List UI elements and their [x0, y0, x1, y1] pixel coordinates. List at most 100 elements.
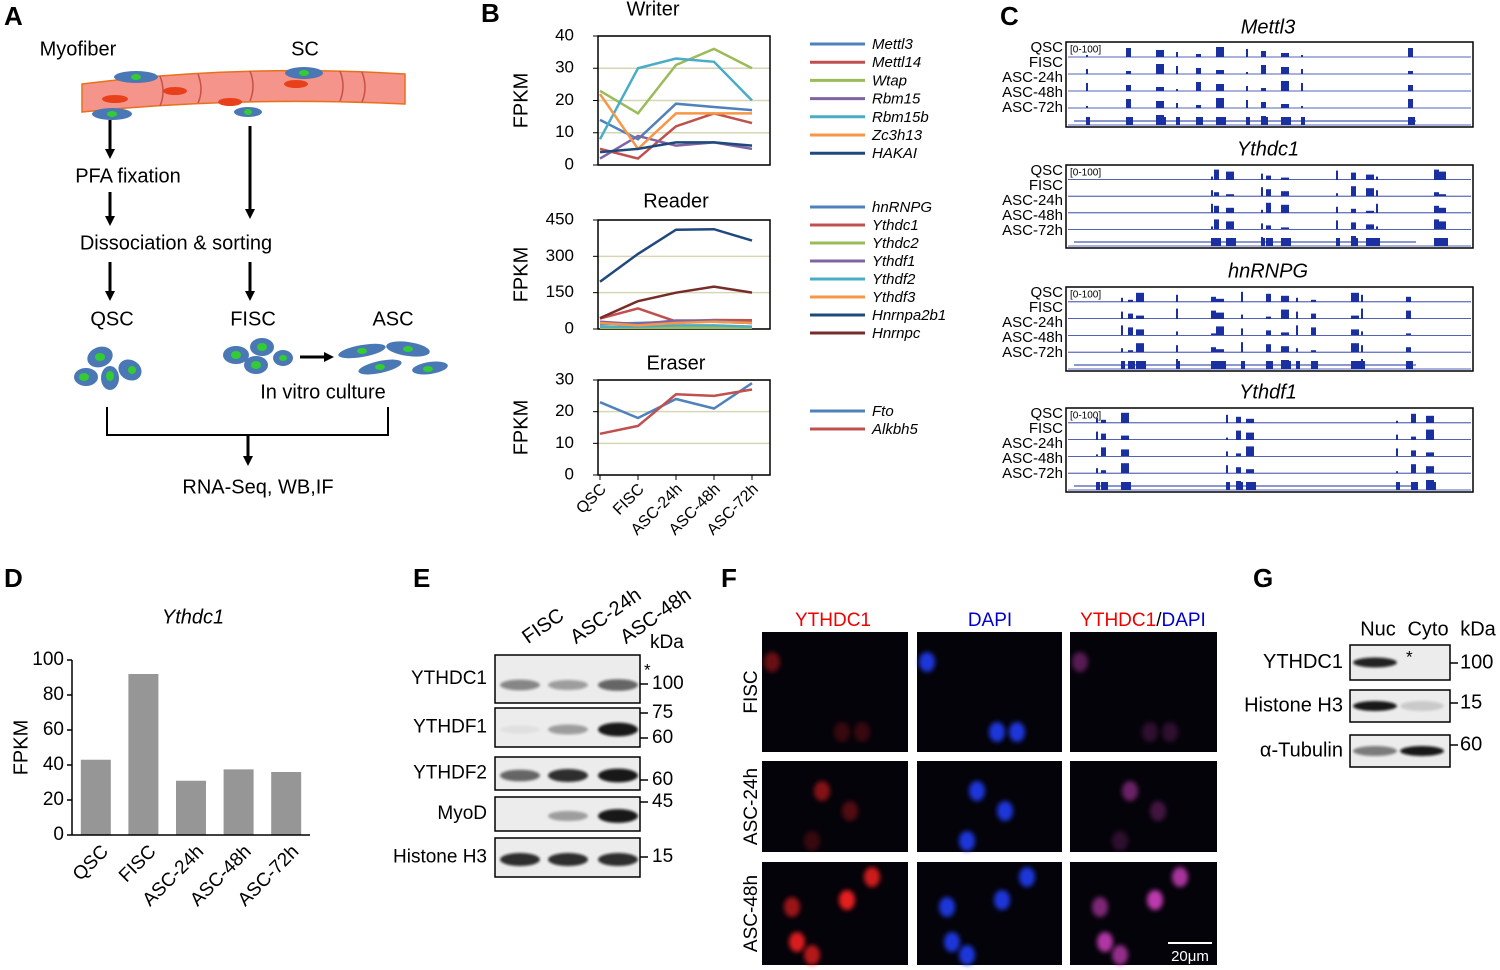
track-peak [1226, 465, 1228, 474]
exon [1121, 361, 1125, 369]
exon [1241, 361, 1245, 369]
y-tick-label: 0 [565, 464, 574, 483]
track-peak [1246, 432, 1254, 440]
track-peak [1214, 169, 1219, 180]
band [598, 722, 638, 737]
annotation: * [1406, 647, 1413, 666]
series-line [599, 227, 753, 283]
track-peak [1176, 89, 1178, 91]
track-peak [1411, 413, 1416, 423]
track-peak [1376, 203, 1378, 213]
exon [1226, 482, 1230, 490]
track-peak [1121, 412, 1129, 423]
series-line [599, 141, 753, 154]
track-peak [1438, 194, 1446, 197]
legend-label: Hnrnpc [872, 325, 921, 342]
track-peak [1126, 99, 1131, 108]
track-peak [1214, 219, 1219, 230]
population: QSC [90, 308, 133, 330]
track-peak [1246, 418, 1254, 423]
header-part: DAPI [1161, 610, 1205, 631]
exon [1281, 238, 1291, 246]
track-peak [1351, 172, 1356, 180]
legend-label: hnRNPG [872, 199, 932, 216]
track-peak [1176, 66, 1178, 74]
sample-label: ASC-48h [1002, 84, 1063, 101]
track-peak [1411, 436, 1416, 440]
band [598, 679, 638, 691]
track-peak [1241, 328, 1243, 336]
legend-label: Mettl3 [872, 36, 914, 53]
track-peak [1266, 189, 1271, 197]
step: PFA fixation [75, 165, 181, 187]
track-peak [1434, 192, 1439, 197]
exon [1216, 361, 1226, 369]
track-peak [1408, 85, 1413, 91]
chart-title: Writer [627, 0, 680, 20]
track-peak [1156, 87, 1164, 91]
series-line [599, 388, 753, 436]
blot [494, 654, 641, 704]
exon [1281, 361, 1291, 369]
band [598, 809, 638, 823]
scale-label: 20μm [1171, 948, 1209, 965]
exon [1266, 361, 1273, 369]
lane-label: Cyto [1407, 618, 1448, 640]
exon [1121, 482, 1131, 490]
track-peak [1211, 190, 1213, 197]
track-peak [1396, 471, 1398, 474]
nucleus [1142, 722, 1158, 742]
sample-label: ASC-24h [1002, 69, 1063, 86]
nucleus [784, 897, 800, 917]
exon [1128, 361, 1135, 369]
track-peak [1126, 48, 1131, 57]
track-peak [1396, 420, 1398, 423]
legend-label: Zc3h13 [871, 127, 923, 144]
sample-label: ASC-72h [1002, 222, 1063, 239]
nucleus [1147, 890, 1163, 910]
track-peak [1156, 50, 1164, 57]
y-tick-label: 10 [555, 433, 574, 452]
exon [1101, 482, 1108, 490]
track-peak [1336, 206, 1338, 213]
band [1353, 701, 1397, 711]
band [1353, 657, 1397, 668]
track-peak [1351, 186, 1356, 197]
row-label: FISC [741, 670, 762, 713]
series-line [599, 320, 753, 327]
track-peak [1121, 348, 1123, 353]
exon [1351, 238, 1358, 246]
marker-label: 60 [652, 727, 673, 748]
nucleus [764, 652, 780, 672]
track-peak [1438, 221, 1446, 230]
marker-label: 45 [652, 791, 673, 812]
track-peak [1281, 204, 1289, 213]
row-label: YTHDF2 [413, 763, 487, 784]
track-peak [1101, 470, 1106, 474]
track-peak [1406, 296, 1411, 302]
track-peak [1101, 447, 1106, 457]
series-line [599, 285, 753, 320]
y-tick-label: 30 [555, 369, 574, 388]
track-peak [1136, 343, 1144, 353]
row-label: YTHDC1 [1263, 651, 1343, 673]
marker-label: 60 [652, 769, 673, 790]
track-peak [1216, 326, 1224, 336]
sample-label: ASC-24h [1002, 314, 1063, 331]
y-axis-label: FPKM [510, 247, 532, 303]
nucleus [1009, 722, 1025, 742]
track-peak [1236, 453, 1241, 457]
track-peak [1241, 291, 1243, 302]
track-range: [0-100] [1070, 168, 1101, 179]
sample-label: QSC [1030, 284, 1063, 301]
panel-label: C [1000, 1, 1019, 31]
nucleus [1162, 722, 1178, 742]
track-peak [1376, 190, 1378, 197]
track-range: [0-100] [1070, 411, 1101, 422]
legend-label: Ythdf3 [872, 289, 916, 306]
y-tick-label: 60 [43, 719, 64, 740]
track-peak [1214, 205, 1219, 213]
track-peak [1176, 331, 1178, 336]
exon [1211, 361, 1218, 369]
nucleus [804, 945, 820, 965]
